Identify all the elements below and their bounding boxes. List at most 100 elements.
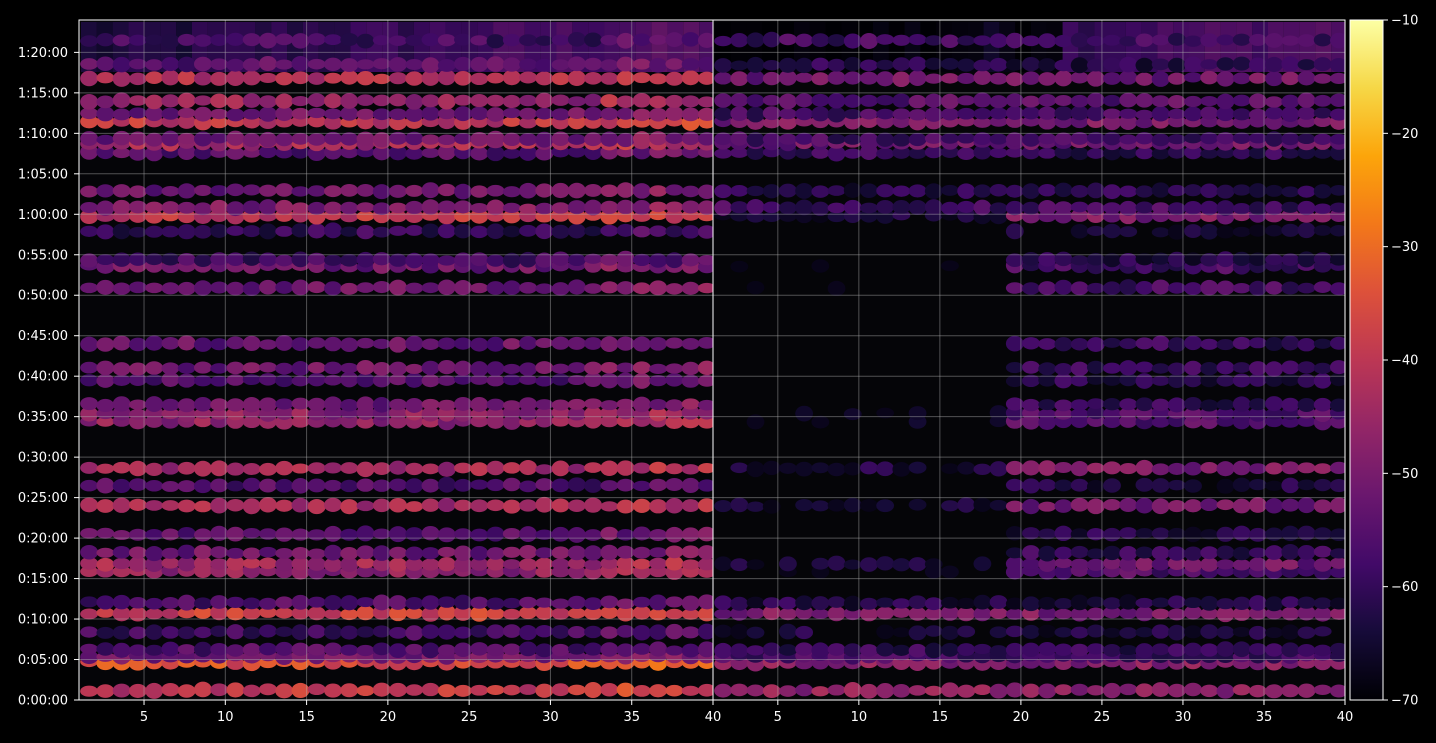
- heatmap-cell: [502, 559, 521, 570]
- heatmap-cell: [1248, 280, 1267, 296]
- heatmap-cell: [1232, 596, 1251, 610]
- heatmap-cell: [356, 478, 375, 492]
- heatmap-cell: [551, 373, 570, 386]
- heatmap-cell: [632, 372, 651, 389]
- heatmap-cell: [584, 625, 603, 639]
- heatmap-cell: [145, 94, 164, 110]
- heatmap-cell: [405, 131, 424, 146]
- heatmap-cell: [649, 375, 668, 387]
- heatmap-cell: [1248, 183, 1267, 198]
- heatmap-cell: [1329, 72, 1345, 85]
- heatmap-cell: [1135, 397, 1154, 412]
- y-tick-label: 0:05:00: [18, 653, 68, 668]
- heatmap-cell: [1200, 59, 1219, 70]
- heatmap-cell: [275, 374, 294, 388]
- heatmap-cell: [1103, 72, 1121, 85]
- heatmap-cell: [1005, 223, 1024, 240]
- heatmap-cell: [1329, 528, 1345, 542]
- heatmap-cell: [843, 643, 862, 657]
- heatmap-cell: [502, 477, 521, 492]
- heatmap-cell: [989, 595, 1008, 610]
- heatmap-cell: [372, 528, 391, 540]
- heatmap-cell: [486, 130, 505, 146]
- heatmap-cell: [600, 372, 619, 389]
- heatmap-cell: [405, 335, 424, 352]
- heatmap-cell: [80, 650, 99, 665]
- heatmap-cell: [226, 596, 245, 609]
- heatmap-cell: [1297, 282, 1316, 294]
- heatmap-cell: [892, 133, 911, 147]
- heatmap-cell: [307, 281, 326, 294]
- heatmap-cell: [307, 643, 326, 656]
- heatmap-cell: [145, 253, 164, 266]
- heatmap-cell: [1281, 335, 1300, 351]
- heatmap-cell: [128, 362, 147, 376]
- heatmap-cell: [584, 106, 603, 121]
- heatmap-cell: [1119, 651, 1138, 663]
- heatmap-cell: [697, 498, 713, 513]
- heatmap-cell: [730, 683, 749, 697]
- heatmap-cell: [551, 683, 570, 697]
- heatmap-cell: [437, 200, 456, 214]
- heatmap-cell: [502, 363, 521, 375]
- heatmap-cell: [128, 281, 147, 294]
- heatmap-cell: [1005, 93, 1024, 108]
- heatmap-cell: [973, 556, 992, 572]
- heatmap-cell: [454, 557, 472, 573]
- heatmap-cell: [632, 58, 651, 70]
- heatmap-cell: [843, 94, 862, 108]
- heatmap-cell: [1313, 115, 1332, 128]
- heatmap-cell: [600, 72, 619, 85]
- heatmap-cell: [437, 375, 456, 386]
- heatmap-cell: [551, 72, 570, 86]
- heatmap-cell: [291, 56, 310, 72]
- heatmap-cell: [762, 117, 781, 129]
- heatmap-cell: [892, 462, 911, 477]
- heatmap-cell: [275, 280, 294, 294]
- heatmap-cell: [584, 597, 603, 611]
- heatmap-cell: [1232, 362, 1251, 373]
- heatmap-cell: [762, 71, 781, 86]
- heatmap-cell: [372, 35, 391, 46]
- heatmap-cell: [291, 223, 310, 238]
- heatmap-cell: [600, 107, 619, 121]
- heatmap-cell: [1054, 462, 1073, 474]
- heatmap-cell: [259, 497, 277, 513]
- heatmap-cell: [372, 498, 391, 513]
- heatmap-cell: [372, 462, 391, 476]
- heatmap-cell: [470, 72, 489, 86]
- heatmap-cell: [1038, 58, 1057, 72]
- heatmap-cell: [177, 335, 196, 351]
- heatmap-cell: [372, 58, 391, 70]
- heatmap-cell: [161, 56, 180, 72]
- heatmap-cell: [1119, 185, 1138, 198]
- heatmap-cell: [827, 211, 846, 223]
- heatmap-cell: [128, 606, 147, 622]
- heatmap-cell: [876, 461, 895, 477]
- heatmap-cell: [502, 209, 521, 224]
- heatmap-cell: [1119, 398, 1138, 411]
- heatmap-cell: [1200, 643, 1219, 657]
- heatmap-cell: [1086, 650, 1105, 664]
- heatmap-cell: [1248, 93, 1267, 109]
- heatmap-cell: [1265, 184, 1283, 197]
- heatmap-cell: [242, 70, 261, 86]
- heatmap-cell: [259, 557, 277, 570]
- x-tick-label: 30: [542, 710, 559, 725]
- heatmap-cell: [1313, 362, 1332, 374]
- heatmap-cell: [876, 499, 895, 513]
- heatmap-cell: [193, 528, 212, 542]
- heatmap-cell: [307, 362, 326, 374]
- heatmap-cell: [177, 33, 196, 46]
- heatmap-cell: [421, 282, 440, 294]
- heatmap-cell: [551, 282, 570, 296]
- heatmap-cell: [730, 558, 749, 572]
- heatmap-cell: [1054, 251, 1073, 267]
- heatmap-cell: [1313, 57, 1332, 72]
- heatmap-cell: [730, 462, 749, 474]
- y-tick-label: 0:45:00: [18, 329, 68, 344]
- heatmap-cell: [372, 145, 391, 161]
- heatmap-cell: [665, 201, 684, 213]
- heatmap-cell: [324, 115, 342, 130]
- heatmap-cell: [210, 199, 229, 215]
